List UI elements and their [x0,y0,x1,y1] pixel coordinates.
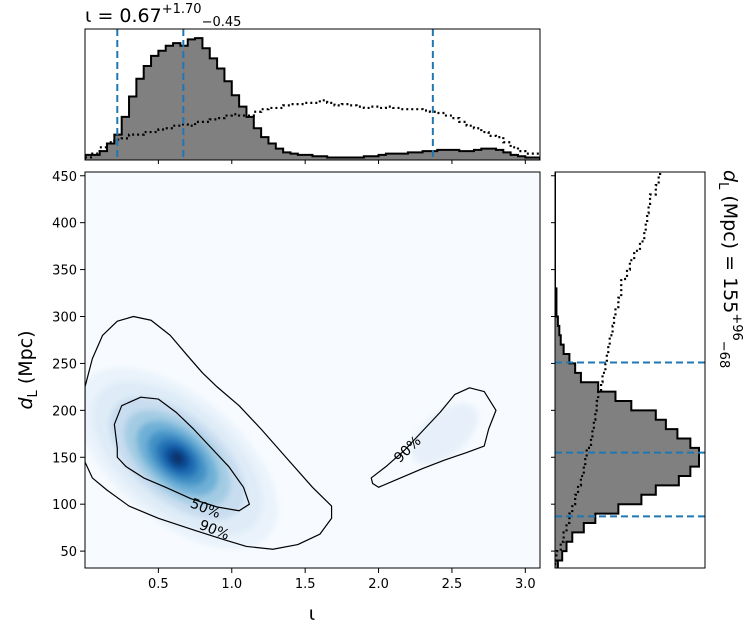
top-posterior-histogram-fill [85,38,540,160]
top-posterior-histogram-edge [85,37,540,160]
y-axis-ticks: 50 100 150 200 250 300 350 400 450 [52,170,85,560]
top-prior-line [85,99,540,159]
y-tick-label-2: 150 [52,451,77,466]
x-tick-label-0: 0.5 [148,577,169,592]
density-second-mode [410,403,479,465]
right-panel-frame [554,171,706,569]
right-prior-line [555,172,662,568]
density-heatmap [85,367,479,550]
y-tick-label-6: 350 [52,264,77,279]
y-tick-label-4: 250 [52,357,77,372]
y-tick-label-8: 450 [52,170,77,185]
x-tick-label-1: 1.0 [221,577,242,592]
main-density-panel: 50%90%90% 0.5 1.0 1.5 2.0 2.5 3.0 50100150200… [15,170,541,625]
contour-2 [370,387,497,488]
x-axis-label: ι [309,603,315,625]
y-tick-label-3: 200 [52,404,77,419]
y-tick-label-7: 400 [52,217,77,232]
x-tick-label-4: 2.5 [442,577,463,592]
x-tick-label-5: 3.0 [515,577,536,592]
contour-lines [85,315,497,550]
top-panel-content [85,29,540,160]
top-panel-ticks [157,160,526,164]
right-posterior-histogram-fill [555,172,699,568]
y-tick-label-5: 300 [52,311,77,326]
y-tick-label-1: 100 [52,498,77,513]
top-panel-title: ι = 0.67+1.70−0.45 [85,2,241,30]
density-layer-8 [170,451,185,466]
contour-0 [85,315,333,550]
x-tick-label-3: 2.0 [368,577,389,592]
right-marginal-panel: dL (Mpc) = 155+96−68 [551,170,744,569]
top-panel-frame [84,28,541,161]
density-blob [85,367,479,550]
main-panel-frame [84,171,541,569]
contour-1 [113,396,250,512]
right-panel-ticks [551,175,555,552]
top-marginal-panel: ι = 0.67+1.70−0.45 [84,2,541,164]
right-panel-title: dL (Mpc) = 155+96−68 [715,170,744,368]
x-axis-ticks: 0.5 1.0 1.5 2.0 2.5 3.0 [148,568,536,592]
right-posterior-histogram-edge [555,172,700,568]
x-tick-label-2: 1.5 [295,577,316,592]
y-tick-label-0: 50 [60,545,77,560]
right-panel-content [555,172,705,568]
y-axis-label: dL (Mpc) [15,330,41,409]
